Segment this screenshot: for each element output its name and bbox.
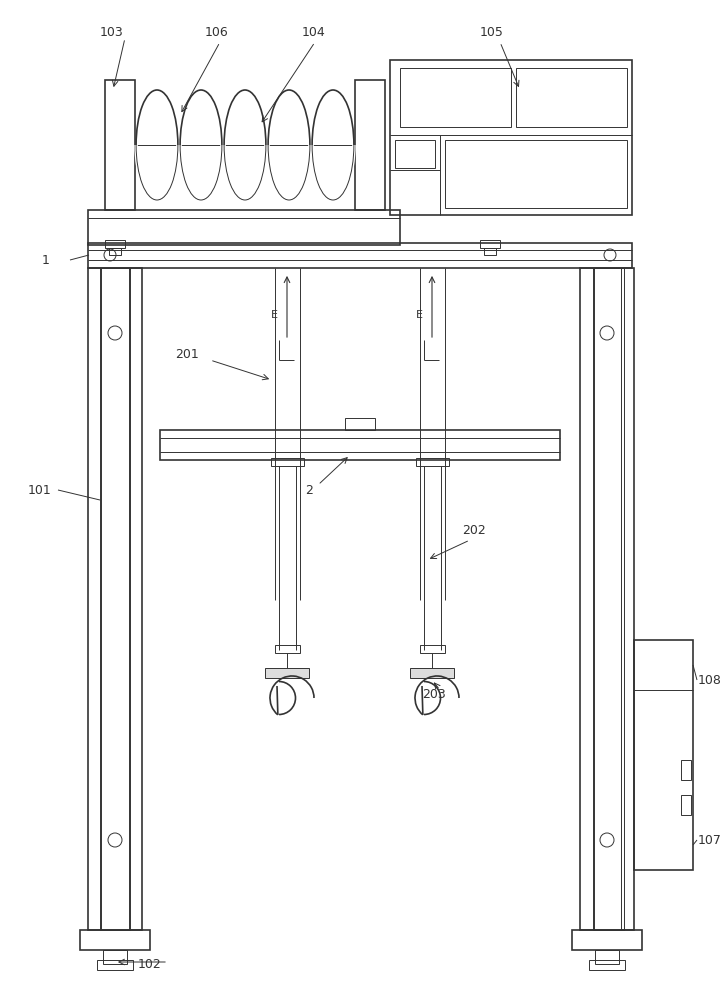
Bar xyxy=(681,795,691,815)
Bar xyxy=(480,240,500,248)
Bar xyxy=(400,68,511,127)
Text: E: E xyxy=(271,310,278,320)
Bar xyxy=(88,210,400,245)
Bar xyxy=(580,268,634,930)
Text: 106: 106 xyxy=(205,25,228,38)
Bar xyxy=(265,668,309,678)
Text: 201: 201 xyxy=(175,349,199,361)
Text: 2: 2 xyxy=(305,484,313,496)
Bar xyxy=(271,458,304,466)
Text: 103: 103 xyxy=(100,25,124,38)
Bar xyxy=(105,80,135,210)
Bar xyxy=(97,960,133,970)
Bar xyxy=(594,268,624,930)
Bar xyxy=(516,68,627,127)
Bar xyxy=(589,960,625,970)
Text: 105: 105 xyxy=(480,25,504,38)
Bar xyxy=(572,930,642,950)
Text: 101: 101 xyxy=(28,484,52,496)
Bar xyxy=(88,243,632,268)
Bar xyxy=(445,140,627,208)
Bar xyxy=(595,950,619,964)
Text: E: E xyxy=(416,310,423,320)
Text: 203: 203 xyxy=(422,688,446,702)
Bar xyxy=(355,80,385,210)
Text: 1: 1 xyxy=(42,253,50,266)
Text: 102: 102 xyxy=(138,958,162,972)
Bar xyxy=(275,645,300,653)
Bar xyxy=(416,458,449,466)
Bar xyxy=(160,430,560,460)
Bar xyxy=(681,760,691,780)
Text: 108: 108 xyxy=(698,674,722,686)
Bar xyxy=(345,418,375,430)
Text: 107: 107 xyxy=(698,834,722,846)
Bar xyxy=(80,930,150,950)
Bar xyxy=(109,248,121,255)
Text: 104: 104 xyxy=(302,25,326,38)
Bar xyxy=(410,668,454,678)
Bar xyxy=(103,950,127,964)
Bar xyxy=(105,240,125,248)
Bar xyxy=(634,640,693,870)
Bar xyxy=(100,268,130,930)
Bar xyxy=(420,645,445,653)
Bar xyxy=(390,60,632,215)
Bar xyxy=(395,140,435,168)
Text: 202: 202 xyxy=(462,524,486,536)
Bar xyxy=(88,268,142,930)
Bar xyxy=(484,248,496,255)
